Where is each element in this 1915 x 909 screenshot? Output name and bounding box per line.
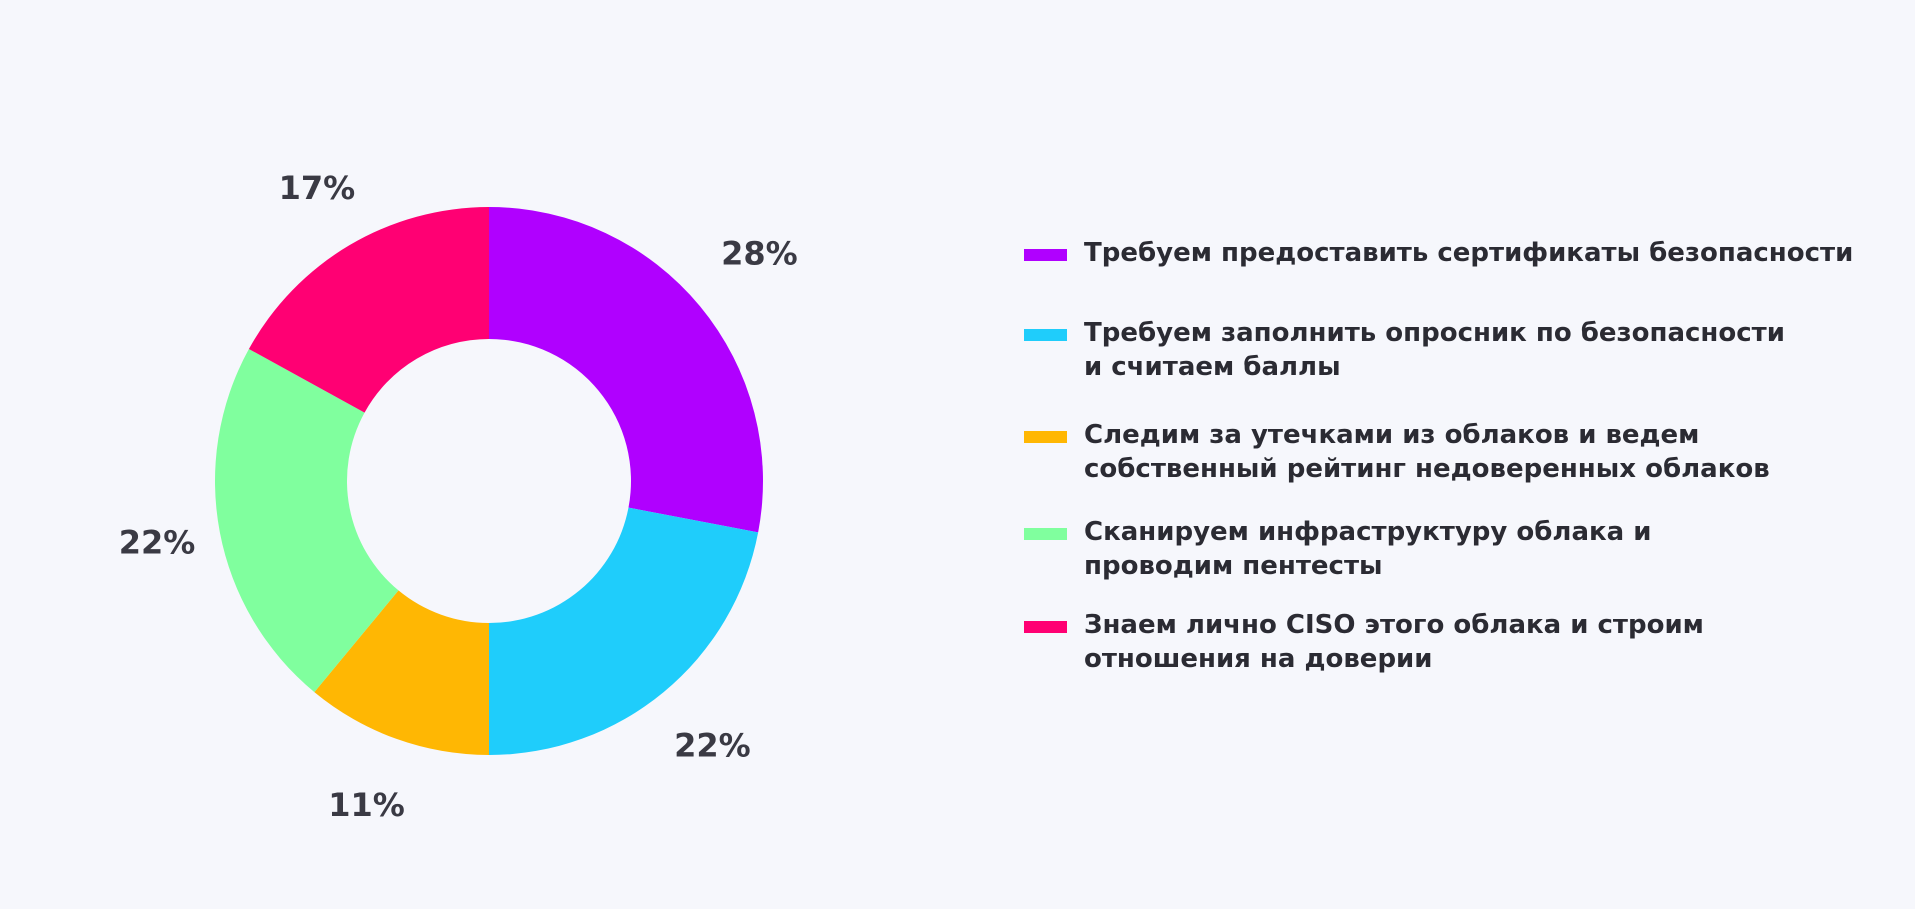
legend-label: Требуем заполнить опросник по безопаснос…	[1084, 318, 1785, 382]
legend-swatch	[1024, 329, 1067, 341]
donut-slice	[489, 507, 759, 755]
legend-swatch	[1024, 528, 1067, 540]
slice-value-label: 22%	[674, 726, 751, 764]
slice-value-label: 11%	[328, 786, 405, 824]
slice-value-label: 28%	[721, 235, 798, 273]
donut-slice	[489, 207, 763, 533]
slice-value-label: 22%	[119, 523, 196, 561]
legend-item: Требуем предоставить сертификаты безопас…	[1024, 236, 1904, 316]
legend-label: Сканируем инфраструктуру облака и провод…	[1084, 517, 1652, 581]
donut-chart: 28% 22% 11% 22% 17%	[119, 169, 798, 824]
legend-swatch	[1024, 431, 1067, 443]
slice-value-label: 17%	[279, 169, 356, 207]
legend-item: Требуем заполнить опросник по безопаснос…	[1024, 316, 1904, 418]
donut-slice	[314, 590, 489, 755]
legend-swatch	[1024, 249, 1067, 261]
percentage-labels: 28% 22% 11% 22% 17%	[119, 169, 798, 824]
legend-item: Сканируем инфраструктуру облака и провод…	[1024, 515, 1904, 608]
donut-slice	[214, 348, 399, 693]
legend-label: Требуем предоставить сертификаты безопас…	[1084, 238, 1854, 268]
donut-slices	[214, 207, 763, 755]
legend-item: Следим за утечками из облаков и ведем со…	[1024, 418, 1904, 515]
legend-label: Следим за утечками из облаков и ведем со…	[1084, 420, 1770, 484]
legend: Требуем предоставить сертификаты безопас…	[1024, 236, 1904, 676]
legend-swatch	[1024, 621, 1067, 633]
legend-item: Знаем лично CISO этого облака и строим о…	[1024, 608, 1904, 676]
donut-slice	[248, 207, 489, 413]
legend-label: Знаем лично CISO этого облака и строим о…	[1084, 610, 1704, 674]
